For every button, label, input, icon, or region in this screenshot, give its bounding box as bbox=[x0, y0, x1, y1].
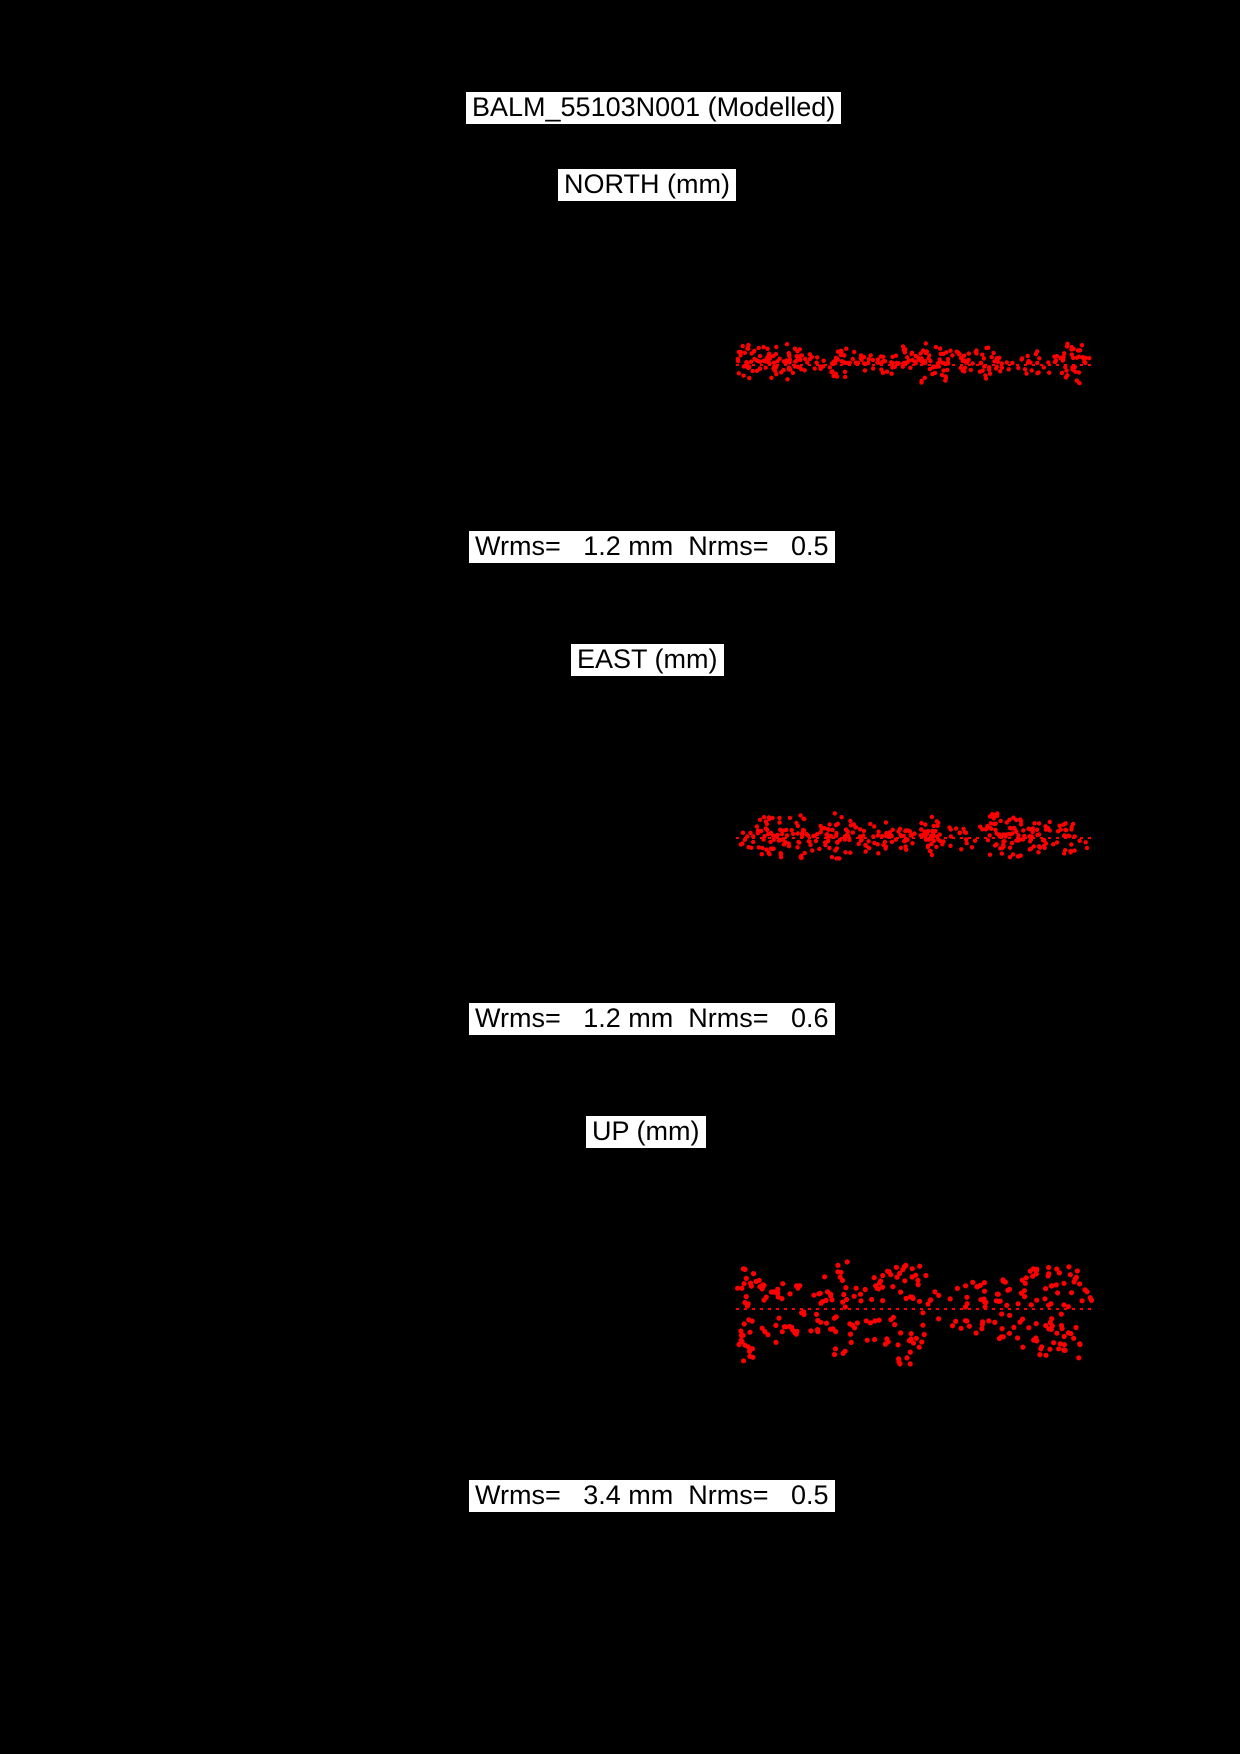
east-panel-title: EAST (mm) bbox=[569, 642, 726, 679]
up-panel-title: UP (mm) bbox=[584, 1114, 708, 1151]
east-rms-stats: Wrms= 1.2 mm Nrms= 0.6 bbox=[467, 1001, 837, 1038]
up-scatter-plot bbox=[735, 1259, 1095, 1367]
plot-title: BALM_55103N001 (Modelled) bbox=[464, 90, 844, 127]
east-scatter-plot bbox=[736, 811, 1094, 861]
north-scatter-plot bbox=[735, 341, 1094, 386]
up-rms-stats: Wrms= 3.4 mm Nrms= 0.5 bbox=[467, 1478, 837, 1515]
north-rms-stats: Wrms= 1.2 mm Nrms= 0.5 bbox=[467, 529, 837, 566]
north-panel-title: NORTH (mm) bbox=[556, 167, 738, 204]
